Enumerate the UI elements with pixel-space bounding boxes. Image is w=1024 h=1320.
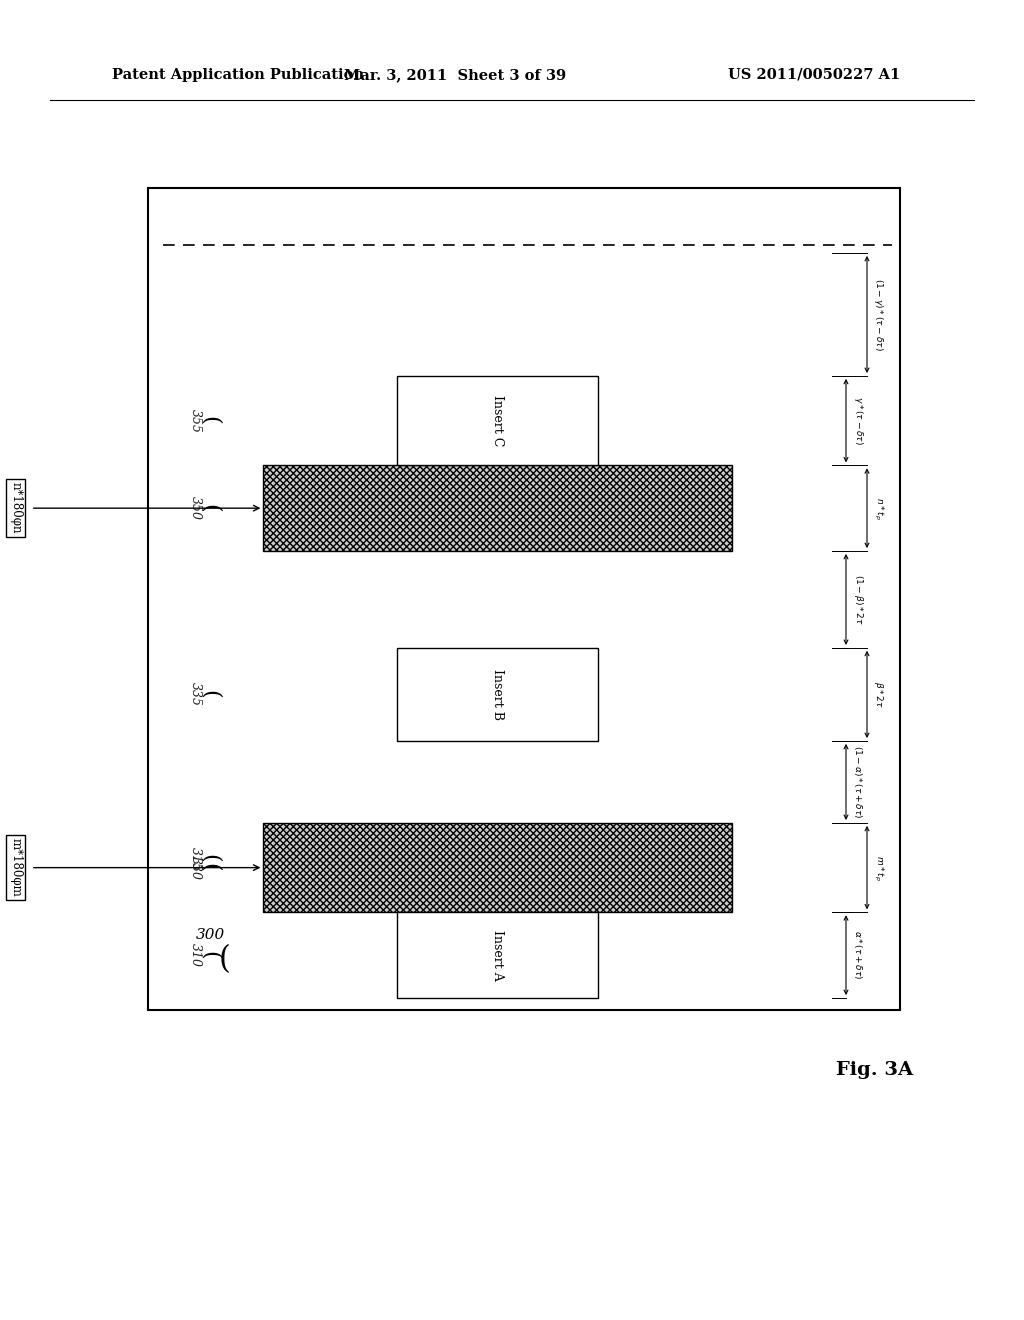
Text: (: ( [199,854,221,863]
Text: $\gamma*(\tau-\delta\tau)$: $\gamma*(\tau-\delta\tau)$ [852,396,864,445]
Text: 335: 335 [188,682,202,706]
Text: Insert C: Insert C [490,395,504,446]
Text: Fig. 3A: Fig. 3A [837,1061,913,1078]
Bar [397,648,598,741]
Text: 355: 355 [188,409,202,433]
Bar [263,822,732,912]
Text: (: ( [199,504,221,512]
Text: $n*t_p$: $n*t_p$ [872,496,886,520]
Text: m*180φm: m*180φm [9,838,23,898]
Text: 330: 330 [188,855,202,879]
Text: (: ( [219,945,231,975]
Text: $\beta*2\tau$: $\beta*2\tau$ [872,681,886,708]
Text: Insert A: Insert A [490,929,504,981]
Text: US 2011/0050227 A1: US 2011/0050227 A1 [728,69,900,82]
Bar [397,376,598,466]
Text: 315: 315 [188,846,202,871]
Text: 300: 300 [196,928,224,942]
Text: (: ( [199,690,221,698]
Text: $(1-\gamma)*(\tau-\delta\tau)$: $(1-\gamma)*(\tau-\delta\tau)$ [872,279,886,351]
Text: Insert B: Insert B [490,669,504,719]
Text: n*180φn: n*180φn [9,482,23,533]
Text: Mar. 3, 2011  Sheet 3 of 39: Mar. 3, 2011 Sheet 3 of 39 [344,69,566,82]
Text: (: ( [199,863,221,873]
Text: (: ( [199,416,221,425]
Text: Patent Application Publication: Patent Application Publication [112,69,364,82]
Bar [397,912,598,998]
Text: $(1-\beta)*2\tau$: $(1-\beta)*2\tau$ [852,574,864,624]
Text: (: ( [199,950,221,960]
Bar [148,187,900,1010]
Bar [263,466,732,550]
Text: $m*t_p$: $m*t_p$ [872,854,886,880]
Text: $(1-\alpha)*(\tau+\delta\tau)$: $(1-\alpha)*(\tau+\delta\tau)$ [852,746,864,818]
Text: 310: 310 [188,944,202,968]
Text: $\alpha*(\tau+\delta\tau)$: $\alpha*(\tau+\delta\tau)$ [852,931,864,979]
Text: 350: 350 [188,496,202,520]
